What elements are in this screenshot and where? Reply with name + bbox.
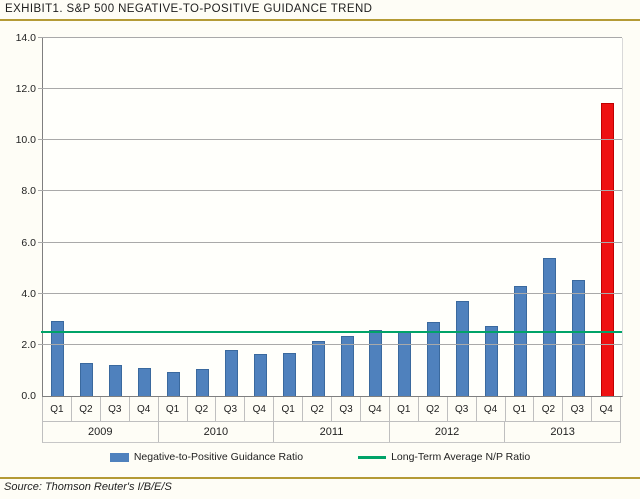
x-axis-quarter-label: Q3 <box>448 397 477 421</box>
bar <box>50 320 64 396</box>
bar-group <box>506 38 535 396</box>
bar-group <box>159 38 188 396</box>
bar <box>340 335 354 396</box>
bar <box>427 321 441 396</box>
x-axis-quarter-label: Q1 <box>390 397 419 421</box>
bar-group <box>419 38 448 396</box>
y-axis-tick-label: 8.0 <box>21 185 36 198</box>
bar-group <box>361 38 390 396</box>
x-axis-quarter-label: Q1 <box>506 397 535 421</box>
x-axis-quarter-label: Q3 <box>332 397 361 421</box>
x-axis-quarter-label: Q2 <box>419 397 448 421</box>
x-axis-quarter-label: Q4 <box>477 397 506 421</box>
bar-group <box>217 38 246 396</box>
x-axis-quarter-label: Q2 <box>72 397 101 421</box>
bar <box>514 286 528 396</box>
legend-item: Long-Term Average N/P Ratio <box>358 451 530 463</box>
x-axis-quarter-label: Q1 <box>274 397 304 421</box>
bar-group <box>564 38 593 396</box>
bar-group <box>448 38 477 396</box>
bar <box>543 257 557 396</box>
x-axis-year-label: 2011 <box>274 422 390 442</box>
x-axis-quarter-row: Q1 Q2 Q3 Q4 Q1 Q2 Q3 Q4 Q1 Q2 Q3 Q4 Q1 Q2 Q3 Q4 Q1 Q2 Q3 Q4 <box>42 397 621 422</box>
gridline <box>38 241 622 243</box>
source-rule <box>0 477 640 479</box>
x-axis-quarter-label: Q1 <box>43 397 72 421</box>
x-axis-quarter-label: Q3 <box>101 397 130 421</box>
bar-group <box>593 38 622 396</box>
bar-group <box>390 38 419 396</box>
bar-group <box>130 38 159 396</box>
bar <box>601 103 615 396</box>
bar-group <box>333 38 362 396</box>
bar <box>572 279 586 396</box>
legend-label: Long-Term Average N/P Ratio <box>391 451 531 463</box>
legend-bar-swatch <box>109 452 129 462</box>
bar-group <box>246 38 275 396</box>
legend-line-swatch <box>358 455 387 459</box>
x-axis-quarter-label: Q4 <box>245 397 275 421</box>
plot-area <box>38 37 623 397</box>
gridline <box>38 88 622 90</box>
bar <box>485 325 499 396</box>
bar-group <box>304 38 333 396</box>
bar <box>282 352 296 396</box>
y-axis-tick-label: 14.0 <box>15 32 36 44</box>
bar-group <box>275 38 304 396</box>
gridline <box>38 139 622 141</box>
x-axis-quarter-label: Q2 <box>188 397 217 421</box>
x-axis-quarter-label: Q4 <box>599 403 613 415</box>
x-axis-year-label: 2013 <box>550 426 575 438</box>
y-axis-tick-label: 4.0 <box>21 287 36 300</box>
x-axis-year-label: 2009 <box>43 422 159 442</box>
x-axis-quarter-label: Q2 <box>534 397 564 421</box>
page-title: EXHIBIT1. S&P 500 NEGATIVE-TO-POSITIVE G… <box>5 3 373 15</box>
legend-label: Negative-to-Positive Guidance Ratio <box>133 451 304 463</box>
x-axis-quarter-label: Q4 <box>361 397 390 421</box>
y-axis-tick-label: 6.0 <box>21 236 36 249</box>
y-axis-tick-label: 2.0 <box>21 338 36 351</box>
source-text: Source: Thomson Reuter's I/B/E/S <box>4 481 172 493</box>
x-axis-quarter-label: Q1 <box>159 397 188 421</box>
gridline <box>38 37 622 38</box>
bar-group <box>72 38 101 396</box>
x-axis-quarter-label: Q3 <box>216 397 246 421</box>
x-axis-year-row: 2009 2010 2011 2012 2013 <box>42 422 621 443</box>
bar <box>456 301 470 396</box>
y-axis-tick-label: 0.0 <box>21 390 36 402</box>
y-axis-tick-label: 12.0 <box>15 83 36 96</box>
legend: Negative-to-Positive Guidance Ratio Long-… <box>0 451 640 463</box>
bar <box>311 341 325 396</box>
bar <box>108 365 122 396</box>
bar-group <box>43 38 72 396</box>
x-axis-year-label: 2010 <box>159 422 275 442</box>
bar-group <box>535 38 564 396</box>
bar <box>137 367 151 396</box>
bar <box>195 369 209 396</box>
gridline <box>38 343 622 345</box>
bar <box>398 332 412 396</box>
bar-group <box>188 38 217 396</box>
average-line <box>41 331 622 334</box>
bar <box>224 349 238 396</box>
bar-group <box>101 38 130 396</box>
bar <box>253 353 267 396</box>
y-axis-tick-label: 10.0 <box>15 134 36 147</box>
gridline <box>38 190 622 192</box>
legend-item: Negative-to-Positive Guidance Ratio <box>109 451 304 463</box>
x-axis-quarter-label: Q3 <box>563 397 593 421</box>
bar <box>79 362 93 396</box>
gridline <box>38 292 622 294</box>
bar-group <box>477 38 506 396</box>
title-rule <box>0 19 640 21</box>
x-axis-quarter-label: Q4 <box>130 397 159 421</box>
bar <box>166 371 180 396</box>
x-axis-quarter-label: Q2 <box>303 397 333 421</box>
bar-series <box>43 38 622 396</box>
x-axis-year-label: 2012 <box>390 422 506 442</box>
bar <box>369 329 383 396</box>
